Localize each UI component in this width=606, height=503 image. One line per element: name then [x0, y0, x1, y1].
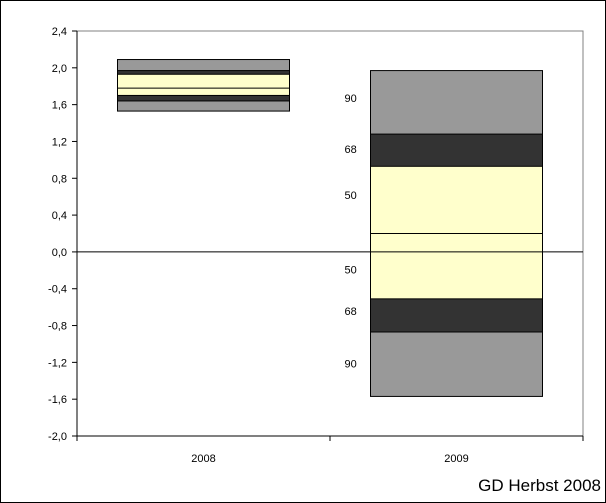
y-tick-label: -1,2	[48, 357, 67, 369]
credit-label: GD Herbst 2008	[478, 476, 601, 495]
y-tick-label: -2,0	[48, 431, 67, 443]
band-50-2009	[370, 165, 543, 300]
band-label-90: 90	[345, 93, 357, 105]
y-tick-label: 1,6	[52, 100, 67, 112]
x-tick-label: 2009	[444, 453, 468, 465]
x-tick-label: 2008	[191, 453, 215, 465]
band-label-90: 90	[345, 358, 357, 370]
band-label-50: 50	[345, 190, 357, 202]
band-label-68: 68	[345, 144, 357, 156]
y-tick-label: -0,8	[48, 321, 67, 333]
y-tick-label: -0,4	[48, 284, 67, 296]
y-tick-label: 0,4	[52, 210, 67, 222]
y-tick-label: 2,4	[52, 26, 67, 38]
y-tick-label: 0,0	[52, 247, 67, 259]
y-tick-label: 0,8	[52, 173, 67, 185]
y-tick-label: -1,6	[48, 394, 67, 406]
band-label-50: 50	[345, 264, 357, 276]
band-50-2008	[117, 73, 290, 96]
y-tick-label: 1,2	[52, 136, 67, 148]
y-tick-label: 2,0	[52, 63, 67, 75]
band-label-68: 68	[345, 306, 357, 318]
